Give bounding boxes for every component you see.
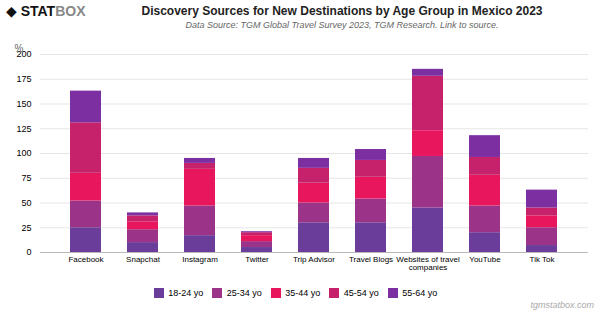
svg-text:Trip Advisor: Trip Advisor (293, 255, 335, 264)
svg-text:0: 0 (26, 247, 31, 257)
svg-text:Tik Tok: Tik Tok (530, 255, 556, 264)
svg-text:50: 50 (21, 198, 31, 208)
svg-text:150: 150 (16, 99, 31, 109)
svg-text:25: 25 (21, 223, 31, 233)
svg-text:100: 100 (16, 148, 31, 158)
svg-text:Instagram: Instagram (182, 255, 218, 264)
html-text:Discovery Sources for New Dest: Discovery Sources for New Destinations b… (141, 4, 543, 18)
html-text:◆ STAT BOX: ◆ STAT BOX (6, 3, 86, 19)
svg-text:Websites of travelcompanies: Websites of travelcompanies (396, 255, 460, 272)
html-text:35-44 yo: 35-44 yo (285, 287, 321, 298)
svg-text:%: % (15, 43, 24, 54)
html-text:18-24 yo: 18-24 yo (168, 287, 204, 298)
svg-text:200: 200 (16, 49, 32, 60)
svg-text:Travel Blogs: Travel Blogs (349, 255, 393, 264)
svg-text:125: 125 (16, 124, 31, 134)
html-text:tgmstatbox.com: tgmstatbox.com (530, 300, 594, 310)
svg-text:Facebook: Facebook (68, 255, 104, 264)
svg-text:YouTube: YouTube (469, 255, 501, 264)
html-text:Data Source: TGM Global Travel: Data Source: TGM Global Travel Survey 20… (185, 20, 499, 30)
svg-text:175: 175 (16, 74, 31, 84)
svg-text:Twitter: Twitter (245, 255, 269, 264)
html-text:55-64 yo: 55-64 yo (402, 287, 438, 298)
svg-text:75: 75 (21, 173, 31, 183)
html-text:25-34 yo: 25-34 yo (226, 287, 262, 298)
svg-text:Snapchat: Snapchat (126, 255, 161, 264)
html-text:45-54 yo: 45-54 yo (343, 287, 379, 298)
